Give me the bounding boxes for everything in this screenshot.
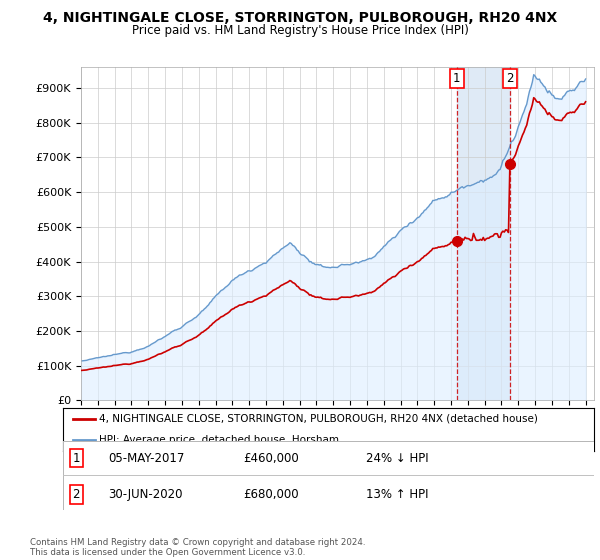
Text: 13% ↑ HPI: 13% ↑ HPI (365, 488, 428, 501)
Bar (63, 441, 594, 475)
Text: 30-JUN-2020: 30-JUN-2020 (108, 488, 182, 501)
Text: Price paid vs. HM Land Registry's House Price Index (HPI): Price paid vs. HM Land Registry's House … (131, 24, 469, 36)
Text: HPI: Average price, detached house, Horsham: HPI: Average price, detached house, Hors… (99, 436, 339, 445)
Text: 4, NIGHTINGALE CLOSE, STORRINGTON, PULBOROUGH, RH20 4NX: 4, NIGHTINGALE CLOSE, STORRINGTON, PULBO… (43, 11, 557, 25)
Bar (63, 475, 594, 510)
Text: Contains HM Land Registry data © Crown copyright and database right 2024.
This d: Contains HM Land Registry data © Crown c… (30, 538, 365, 557)
Text: 4, NIGHTINGALE CLOSE, STORRINGTON, PULBOROUGH, RH20 4NX (detached house): 4, NIGHTINGALE CLOSE, STORRINGTON, PULBO… (99, 414, 538, 424)
Text: 2: 2 (73, 488, 80, 501)
Bar (457, 67, 510, 400)
Text: £460,000: £460,000 (244, 452, 299, 465)
Text: 24% ↓ HPI: 24% ↓ HPI (365, 452, 428, 465)
Text: 2: 2 (506, 72, 514, 85)
Text: £680,000: £680,000 (244, 488, 299, 501)
Text: 1: 1 (453, 72, 461, 85)
Text: 05-MAY-2017: 05-MAY-2017 (108, 452, 185, 465)
Text: 1: 1 (73, 452, 80, 465)
